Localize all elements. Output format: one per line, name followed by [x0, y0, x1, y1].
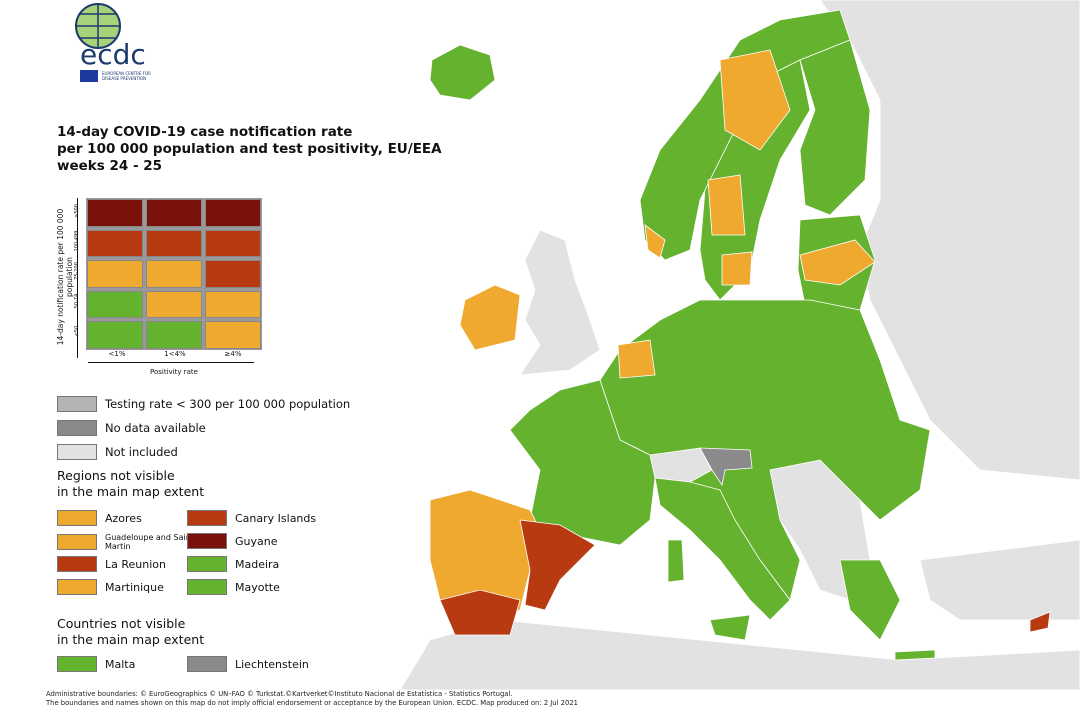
legend-label: Mayotte — [235, 580, 280, 594]
cyprus — [1029, 611, 1051, 633]
legend-regions-item: Guadeloupe and Saint Martin — [57, 533, 215, 551]
matrix-cell — [205, 290, 261, 319]
matrix-cell — [87, 290, 143, 319]
y-axis-arrow — [77, 198, 78, 358]
color-swatch — [187, 556, 227, 572]
sardinia — [667, 539, 685, 583]
legend-label: La Reunion — [105, 557, 166, 571]
row-label: 75-200 — [74, 262, 80, 280]
matrix-cell — [205, 229, 261, 258]
legend-regions-item: Guyane — [187, 533, 278, 549]
title-line-1: 14-day COVID-19 case notification rate — [57, 124, 353, 140]
legend-label: Martinique — [105, 580, 164, 594]
matrix-cell — [146, 290, 202, 319]
matrix-cell — [205, 199, 261, 227]
row-label: ≥500 — [74, 204, 80, 218]
france — [509, 379, 656, 546]
row-label: 200-499 — [74, 230, 80, 252]
legend-regions-item: Martinique — [57, 579, 164, 595]
legend-label: Guyane — [235, 534, 278, 548]
iberia — [429, 489, 546, 626]
matrix-cell — [146, 229, 202, 258]
legend-regions-item: La Reunion — [57, 556, 166, 572]
title-line-2: per 100 000 population and test positivi… — [57, 141, 442, 157]
legend-no-data: No data available — [57, 420, 206, 436]
regions-heading: Regions not visible in the main map exten… — [57, 468, 205, 499]
legend-label: Liechtenstein — [235, 657, 309, 671]
ecdc-logo: ecdc EUROPEAN CENTRE FOR DISEASE PREVENT… — [75, 3, 151, 82]
legend-matrix — [86, 198, 262, 350]
matrix-cell — [205, 321, 261, 349]
color-swatch — [57, 556, 97, 572]
matrix-cell — [205, 260, 261, 288]
legend-label: Malta — [105, 657, 136, 671]
sweden-orange-regions — [644, 49, 791, 286]
crete — [894, 649, 936, 661]
matrix-x-label: Positivity rate — [150, 368, 198, 376]
uk-region — [519, 229, 601, 376]
color-swatch — [57, 510, 97, 526]
countries-heading: Countries not visible in the main map ext… — [57, 616, 205, 647]
matrix-cell — [87, 321, 143, 349]
color-swatch — [57, 579, 97, 595]
color-swatch — [187, 579, 227, 595]
row-label: <50 — [74, 325, 80, 337]
legend-not-included: Not included — [57, 444, 178, 460]
legend-countries-item: Liechtenstein — [187, 656, 309, 672]
central-europe — [599, 299, 931, 601]
greece — [839, 559, 901, 641]
russia-region — [819, 0, 1080, 481]
x-axis-arrow — [88, 362, 254, 363]
color-swatch — [57, 534, 97, 550]
row-label: 50-74 — [74, 293, 80, 309]
matrix-cell — [146, 199, 202, 227]
color-swatch — [187, 533, 227, 549]
svg-text:ecdc: ecdc — [80, 38, 146, 71]
netherlands — [617, 339, 656, 379]
latvia — [799, 239, 876, 286]
turkey-region — [919, 539, 1080, 621]
legend-label: Azores — [105, 511, 142, 525]
iceland — [429, 44, 496, 101]
legend-label: Madeira — [235, 557, 280, 571]
finland — [799, 39, 871, 216]
legend-testing-rate: Testing rate < 300 per 100 000 populatio… — [57, 396, 350, 412]
matrix-y-label: 14-day notification rate per 100 000 pop… — [56, 208, 74, 346]
title-line-3: weeks 24 - 25 — [57, 158, 163, 174]
svg-text:DISEASE PREVENTION: DISEASE PREVENTION — [102, 76, 146, 81]
sicily — [709, 614, 751, 641]
matrix-cell — [87, 199, 143, 227]
matrix-cell — [87, 260, 143, 288]
legend-countries-item: Malta — [57, 656, 135, 672]
legend-regions-item: Azores — [57, 510, 142, 526]
col-label: 1<4% — [164, 350, 186, 358]
col-label: <1% — [108, 350, 126, 358]
color-swatch — [187, 656, 227, 672]
map-title: 14-day COVID-19 case notification rate p… — [57, 124, 442, 175]
no-data-region — [699, 447, 753, 487]
italy — [654, 477, 791, 621]
matrix-cell — [146, 321, 202, 349]
color-swatch — [57, 656, 97, 672]
legend-label: Guadeloupe and Saint Martin — [105, 533, 194, 551]
svg-text:EUROPEAN CENTRE FOR: EUROPEAN CENTRE FOR — [102, 71, 151, 76]
matrix-cell — [146, 260, 202, 288]
ireland — [459, 284, 521, 351]
legend-regions-item: Madeira — [187, 556, 279, 572]
color-swatch — [187, 510, 227, 526]
spain-red-regions — [439, 519, 596, 636]
col-label: ≥4% — [224, 350, 242, 358]
legend-regions-item: Canary Islands — [187, 510, 316, 526]
legend-label: Canary Islands — [235, 511, 317, 525]
footer-attribution: Administrative boundaries: © EuroGeograp… — [46, 690, 578, 707]
matrix-cell — [87, 229, 143, 258]
legend-regions-item: Mayotte — [187, 579, 280, 595]
